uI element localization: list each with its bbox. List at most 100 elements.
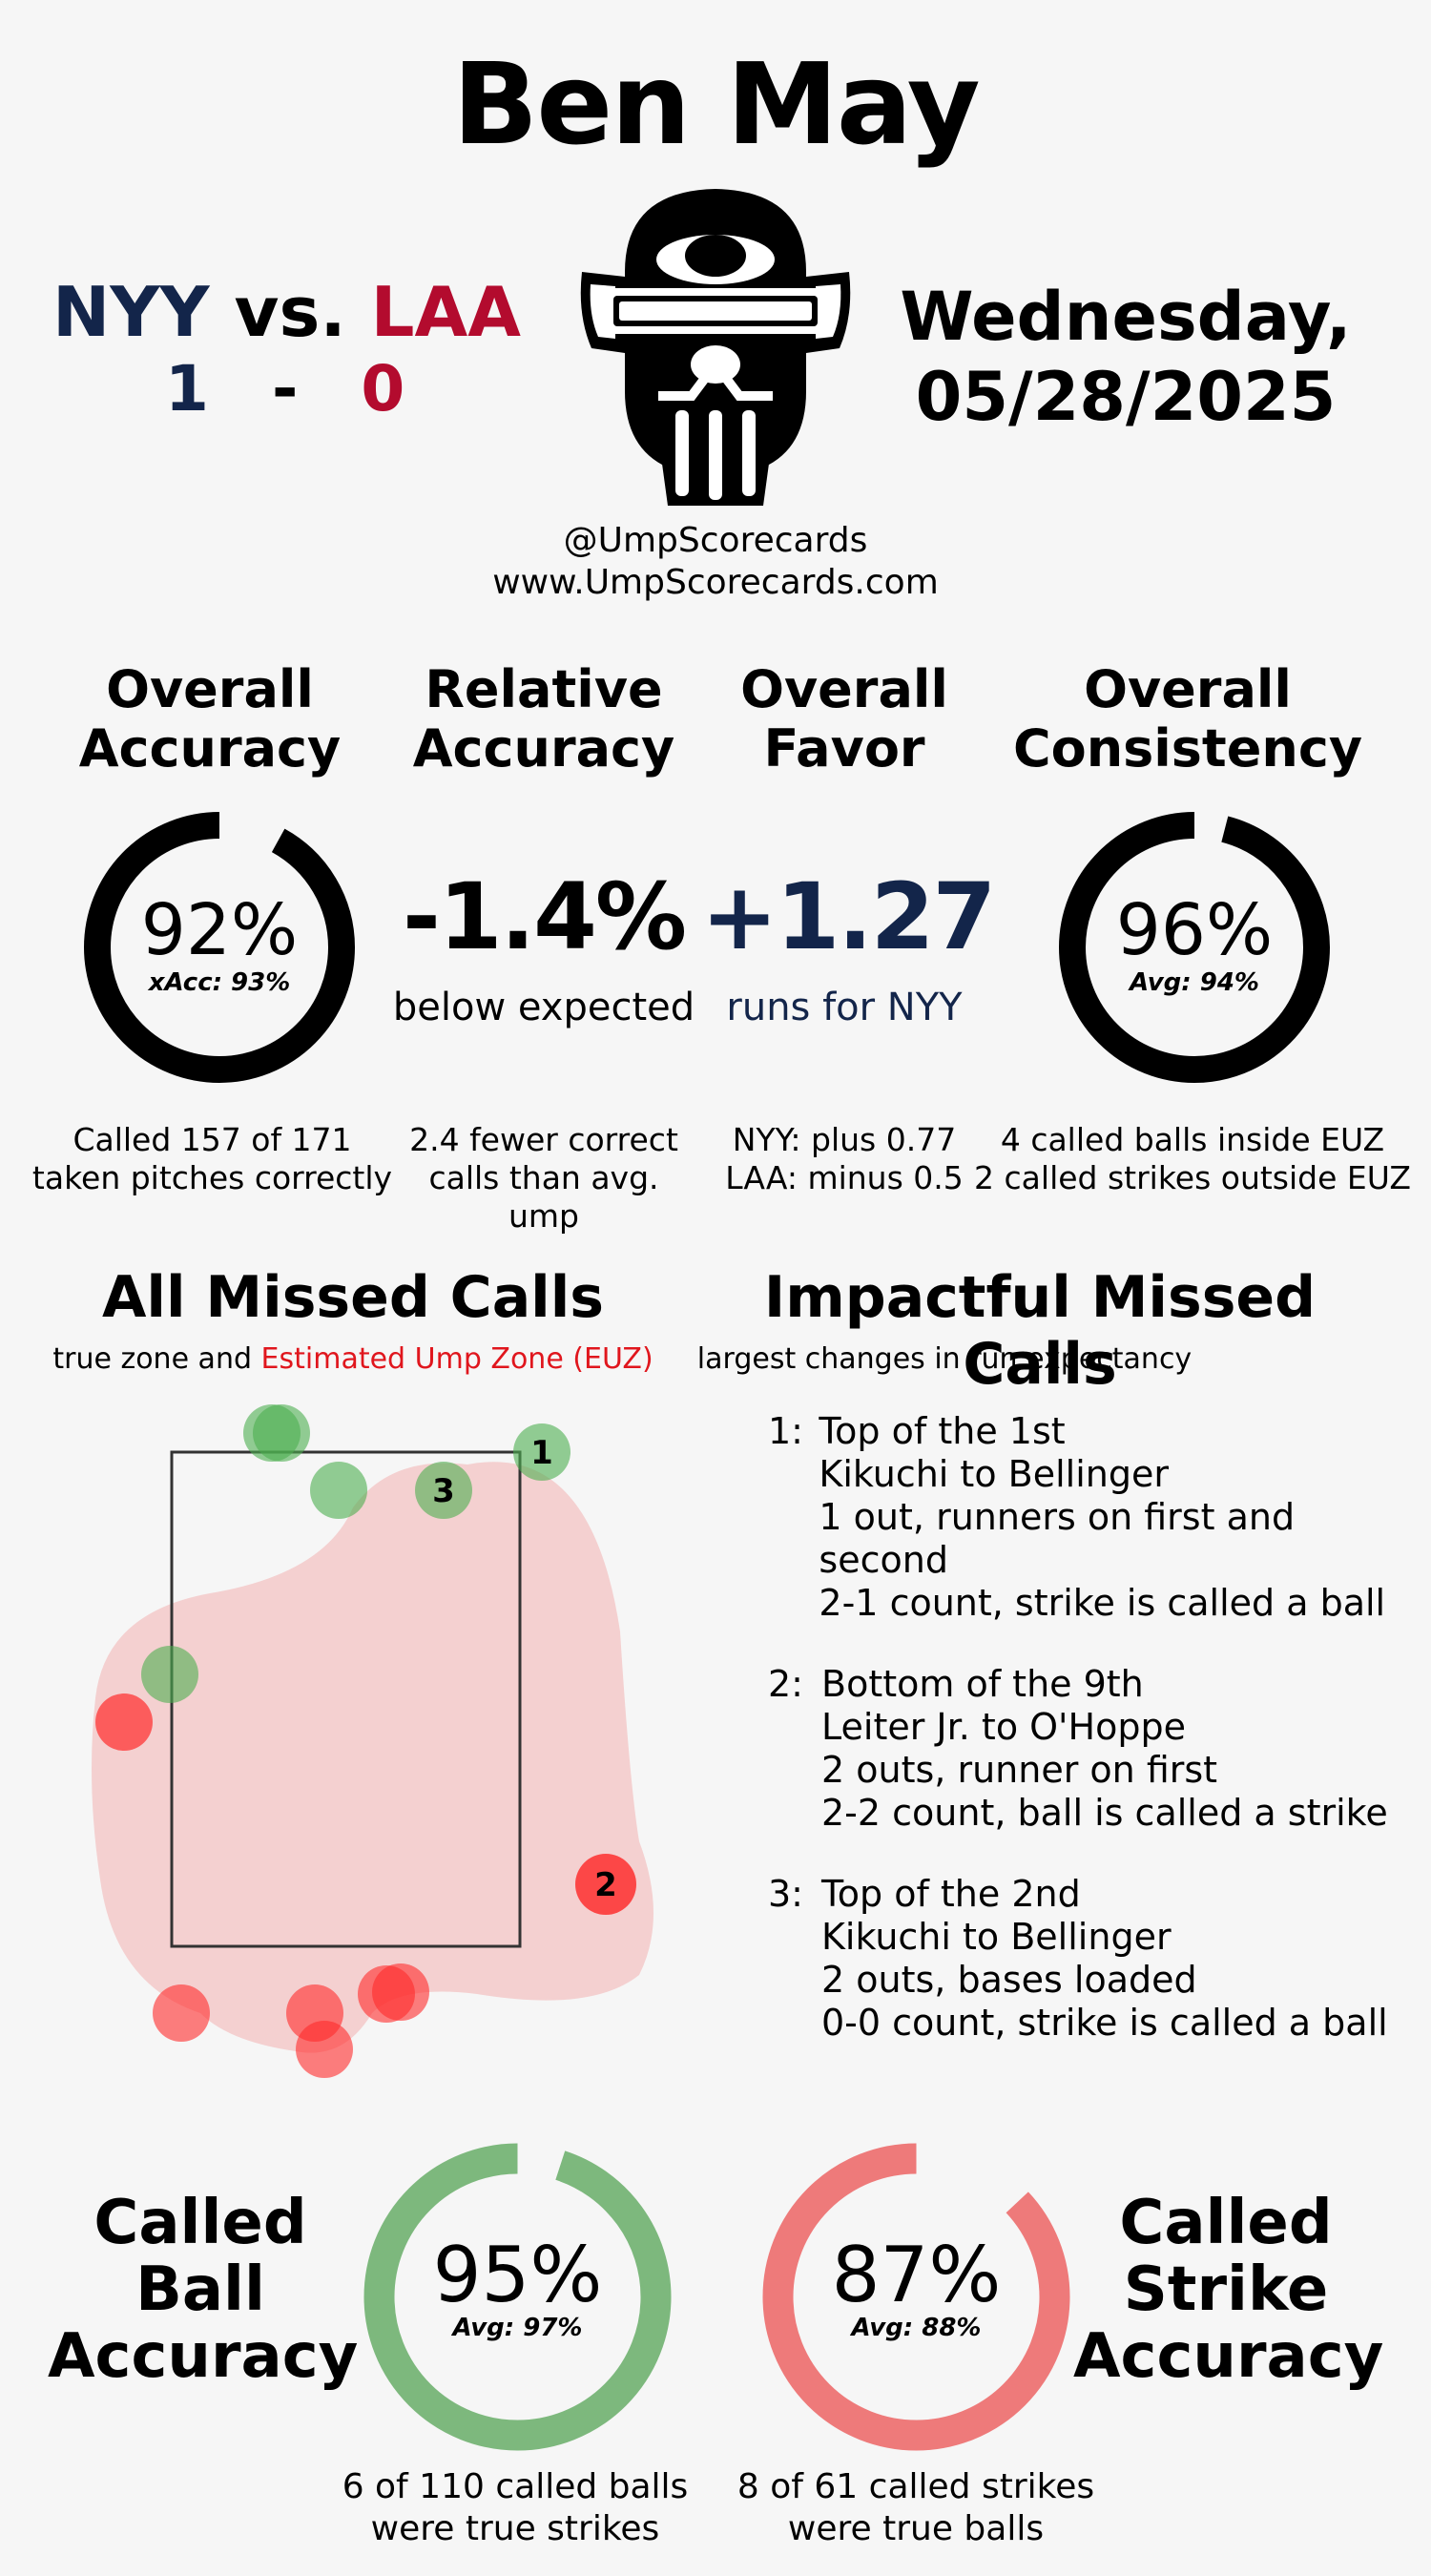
overall-accuracy-center: 92% xAcc: 93% <box>81 892 358 997</box>
impactful-item-line: Bottom of the 9th <box>821 1663 1144 1705</box>
called-ball-ring <box>363 2143 672 2451</box>
relative-accuracy-title-line1: Relative <box>425 659 663 719</box>
overall-accuracy-caption-line1: Called 157 of 171 <box>73 1121 352 1158</box>
overall-consistency-ring-arc <box>1059 812 1330 1083</box>
overall-accuracy-title-line1: Overall <box>106 659 314 719</box>
overall-consistency-avg: Avg: 94% <box>1130 968 1259 997</box>
impactful-list: 1: Top of the 1st Kikuchi to Bellinger 1… <box>768 1410 1407 2045</box>
called-ball-title-line2: Ball <box>135 2254 265 2325</box>
called-ball-title-line1: Called <box>93 2188 307 2258</box>
called-ball-avg: Avg: 97% <box>452 2314 583 2342</box>
called-ball-value: 95% <box>432 2231 603 2319</box>
called-ball-caption: 6 of 110 called balls were true strikes <box>315 2466 716 2550</box>
handles: @UmpScorecards www.UmpScorecards.com <box>429 520 1002 604</box>
impactful-title: Impactful Missed Calls <box>763 1264 1317 1398</box>
impactful-item-line: 0-0 count, strike is called a ball <box>821 2002 1388 2044</box>
called-strike-caption-line2: were true balls <box>787 2509 1045 2548</box>
impactful-item-line: Kikuchi to Bellinger <box>819 1453 1169 1495</box>
away-team: NYY <box>52 272 210 352</box>
missed-calls-title: All Missed Calls <box>101 1264 605 1331</box>
missed-calls-subtitle-prefix: true zone and <box>52 1342 252 1376</box>
missed-calls-subtitle-euz: Estimated Ump Zone (EUZ) <box>260 1342 653 1376</box>
missed-call-point <box>310 1462 367 1519</box>
called-ball-title: Called Ball Accuracy <box>48 2188 359 2392</box>
overall-favor-caption-line2: LAA: minus 0.5 <box>725 1159 964 1196</box>
impactful-item-body: Bottom of the 9th Leiter Jr. to O'Hoppe … <box>821 1663 1388 1835</box>
impactful-item-line: Leiter Jr. to O'Hoppe <box>821 1706 1186 1748</box>
called-ball-caption-line1: 6 of 110 called balls <box>342 2467 689 2506</box>
overall-accuracy-value: 92% <box>140 889 299 971</box>
impactful-item-line: 1 out, runners on first and second <box>819 1496 1296 1581</box>
away-score: 1 <box>165 352 209 426</box>
called-strike-caption-line1: 8 of 61 called strikes <box>736 2467 1095 2506</box>
overall-favor-title: Overall Favor <box>706 660 983 779</box>
team-row: NYY vs. LAA <box>52 272 521 352</box>
overall-consistency-title: Overall Consistency <box>983 660 1393 779</box>
called-ball-title-line3: Accuracy <box>48 2321 359 2392</box>
overall-favor-title-line1: Overall <box>740 659 948 719</box>
overall-accuracy-caption: Called 157 of 171 taken pitches correctl… <box>19 1121 405 1197</box>
score-row: 1 - 0 <box>52 352 510 426</box>
overall-accuracy-ring-arc <box>84 812 355 1083</box>
overall-favor-value: +1.27 <box>701 863 996 970</box>
called-strike-title-line1: Called <box>1119 2188 1333 2258</box>
impactful-item-line: Kikuchi to Bellinger <box>821 1916 1172 1958</box>
game-date-value: 05/28/2025 <box>915 358 1337 436</box>
game-day: Wednesday, <box>900 278 1352 356</box>
impactful-item-line: 2-1 count, strike is called a ball <box>819 1582 1386 1624</box>
missed-call-point <box>415 1462 472 1519</box>
impactful-item: 2: Bottom of the 9th Leiter Jr. to O'Hop… <box>768 1663 1407 1835</box>
overall-consistency-caption-line2: 2 called strikes outside EUZ <box>974 1159 1411 1196</box>
impactful-item-num: 2: <box>768 1663 803 1705</box>
home-team: LAA <box>370 272 521 352</box>
called-ball-caption-line2: were true strikes <box>370 2509 660 2548</box>
overall-favor-sub: runs for NYY <box>726 986 963 1029</box>
missed-call-point <box>296 2021 353 2078</box>
overall-favor-title-line2: Favor <box>763 718 925 779</box>
called-ball-ring-arc <box>363 2143 672 2451</box>
impactful-subtitle: largest changes in run expectancy <box>696 1342 1192 1376</box>
called-strike-caption: 8 of 61 called strikes were true balls <box>716 2466 1116 2550</box>
overall-consistency-value: 96% <box>1115 889 1274 971</box>
called-strike-value: 87% <box>831 2231 1002 2319</box>
called-strike-title: Called Strike Accuracy <box>1073 2188 1383 2390</box>
overall-accuracy-ring <box>84 812 355 1083</box>
relative-accuracy-sub: below expected <box>392 986 695 1029</box>
impactful-item-line: Top of the 2nd <box>821 1873 1081 1915</box>
missed-call-label-3: 3 <box>432 1472 455 1510</box>
overall-consistency-caption: 4 called balls inside EUZ 2 called strik… <box>973 1121 1412 1197</box>
overall-consistency-ring <box>1059 812 1330 1083</box>
overall-consistency-caption-line1: 4 called balls inside EUZ <box>1000 1121 1385 1158</box>
overall-accuracy-title: Overall Accuracy <box>38 660 382 779</box>
overall-favor-caption-line1: NYY: plus 0.77 <box>732 1121 957 1158</box>
relative-accuracy-caption: 2.4 fewer correct calls than avg. ump <box>396 1121 692 1236</box>
called-strike-center: 87% Avg: 88% <box>761 2231 1071 2343</box>
impactful-item-line: 2 outs, bases loaded <box>821 1959 1197 2001</box>
missed-call-point <box>95 1693 153 1751</box>
missed-call-point <box>372 1963 429 2021</box>
home-score: 0 <box>361 352 405 426</box>
overall-consistency-center: 96% Avg: 94% <box>1056 892 1333 997</box>
missed-calls-subtitle: true zone and Estimated Ump Zone (EUZ) <box>19 1342 687 1376</box>
relative-accuracy-title: Relative Accuracy <box>382 660 706 779</box>
called-ball-center: 95% Avg: 97% <box>363 2231 673 2343</box>
estimated-ump-zone <box>92 1462 653 2053</box>
called-strike-ring-arc <box>762 2143 1070 2451</box>
called-strike-avg: Avg: 88% <box>851 2314 982 2342</box>
overall-favor-caption: NYY: plus 0.77 LAA: minus 0.5 <box>706 1121 983 1197</box>
social-handle: @UmpScorecards <box>563 521 868 560</box>
relative-accuracy-value: -1.4% <box>402 863 687 970</box>
missed-call-label-2: 2 <box>594 1866 617 1904</box>
game-date: Wednesday, 05/28/2025 <box>859 277 1393 437</box>
umpire-name: Ben May <box>452 38 980 170</box>
overall-consistency-title-line2: Consistency <box>1012 718 1363 779</box>
relative-accuracy-caption-line1: 2.4 fewer correct <box>409 1121 678 1158</box>
vs-label: vs. <box>234 272 346 352</box>
overall-accuracy-caption-line2: taken pitches correctly <box>31 1159 393 1196</box>
matchup: NYY vs. LAA 1 - 0 <box>52 272 521 426</box>
impactful-item: 1: Top of the 1st Kikuchi to Bellinger 1… <box>768 1410 1407 1625</box>
missed-call-point <box>253 1404 310 1462</box>
impactful-item-body: Top of the 2nd Kikuchi to Bellinger 2 ou… <box>821 1873 1388 2045</box>
called-strike-ring <box>762 2143 1070 2451</box>
overall-consistency-title-line1: Overall <box>1084 659 1292 719</box>
